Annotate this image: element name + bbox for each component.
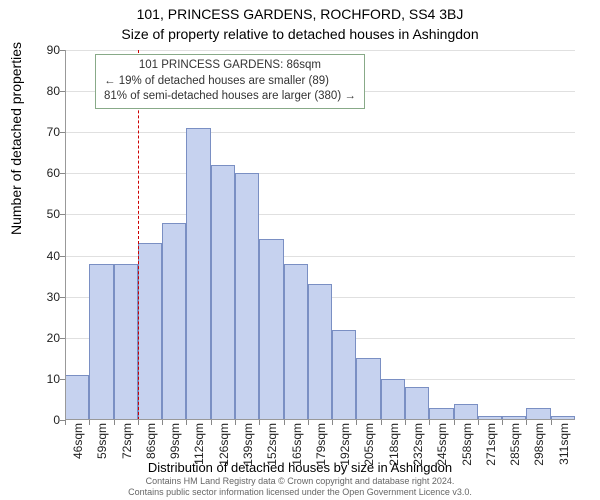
grid-line <box>65 132 575 133</box>
histogram-bar <box>235 173 259 420</box>
histogram-bar <box>211 165 235 420</box>
y-tick-mark <box>60 297 65 298</box>
x-axis-label: Distribution of detached houses by size … <box>0 460 600 475</box>
histogram-bar <box>332 330 356 420</box>
x-tick-mark <box>89 420 90 425</box>
histogram-bar <box>381 379 405 420</box>
y-tick-label: 10 <box>30 372 60 386</box>
y-tick-mark <box>60 50 65 51</box>
x-tick-mark <box>454 420 455 425</box>
y-tick-mark <box>60 256 65 257</box>
x-tick-mark <box>526 420 527 425</box>
y-tick-mark <box>60 173 65 174</box>
y-tick-label: 80 <box>30 84 60 98</box>
y-tick-mark <box>60 214 65 215</box>
plot-area: 101 PRINCESS GARDENS: 86sqm ← 19% of det… <box>65 50 575 420</box>
histogram-bar <box>138 243 162 420</box>
y-tick-label: 90 <box>30 43 60 57</box>
chart-title-line1: 101, PRINCESS GARDENS, ROCHFORD, SS4 3BJ <box>0 6 600 22</box>
x-tick-mark <box>502 420 503 425</box>
x-tick-mark <box>356 420 357 425</box>
chart-title-line2: Size of property relative to detached ho… <box>0 26 600 42</box>
x-tick-mark <box>65 420 66 425</box>
footnote-line1: Contains HM Land Registry data © Crown c… <box>146 476 455 486</box>
x-tick-mark <box>332 420 333 425</box>
annotation-box: 101 PRINCESS GARDENS: 86sqm ← 19% of det… <box>95 54 365 109</box>
y-tick-label: 0 <box>30 413 60 427</box>
x-tick-mark <box>405 420 406 425</box>
y-tick-label: 20 <box>30 331 60 345</box>
y-tick-mark <box>60 379 65 380</box>
footnote: Contains HM Land Registry data © Crown c… <box>0 476 600 498</box>
footnote-line2: Contains public sector information licen… <box>128 487 472 497</box>
histogram-bar <box>259 239 283 420</box>
histogram-bar <box>89 264 113 420</box>
x-tick-mark <box>551 420 552 425</box>
annotation-line3: 81% of semi-detached houses are larger (… <box>104 89 356 105</box>
y-tick-label: 60 <box>30 166 60 180</box>
annotation-line2: ← 19% of detached houses are smaller (89… <box>104 74 356 90</box>
histogram-bar <box>308 284 332 420</box>
x-tick-mark <box>235 420 236 425</box>
histogram-bar <box>405 387 429 420</box>
x-tick-mark <box>114 420 115 425</box>
grid-line <box>65 50 575 51</box>
grid-line <box>65 214 575 215</box>
y-axis-label: Number of detached properties <box>8 42 24 235</box>
x-tick-mark <box>211 420 212 425</box>
x-tick-mark <box>478 420 479 425</box>
x-tick-mark <box>162 420 163 425</box>
annotation-line1: 101 PRINCESS GARDENS: 86sqm <box>104 58 356 74</box>
x-tick-mark <box>138 420 139 425</box>
x-tick-mark <box>259 420 260 425</box>
x-tick-mark <box>284 420 285 425</box>
x-tick-mark <box>308 420 309 425</box>
y-tick-mark <box>60 132 65 133</box>
histogram-bar <box>162 223 186 420</box>
histogram-bar <box>186 128 210 420</box>
x-tick-mark <box>381 420 382 425</box>
y-tick-label: 40 <box>30 249 60 263</box>
histogram-bar <box>114 264 138 420</box>
x-tick-mark <box>186 420 187 425</box>
y-tick-label: 70 <box>30 125 60 139</box>
x-tick-mark <box>429 420 430 425</box>
histogram-bar <box>65 375 89 420</box>
grid-line <box>65 173 575 174</box>
y-tick-label: 30 <box>30 290 60 304</box>
y-tick-mark <box>60 338 65 339</box>
histogram-bar <box>284 264 308 420</box>
chart-container: 101, PRINCESS GARDENS, ROCHFORD, SS4 3BJ… <box>0 0 600 500</box>
y-tick-mark <box>60 91 65 92</box>
y-axis-line <box>65 50 66 420</box>
x-axis-line <box>65 419 575 420</box>
y-tick-label: 50 <box>30 207 60 221</box>
histogram-bar <box>454 404 478 420</box>
histogram-bar <box>356 358 380 420</box>
